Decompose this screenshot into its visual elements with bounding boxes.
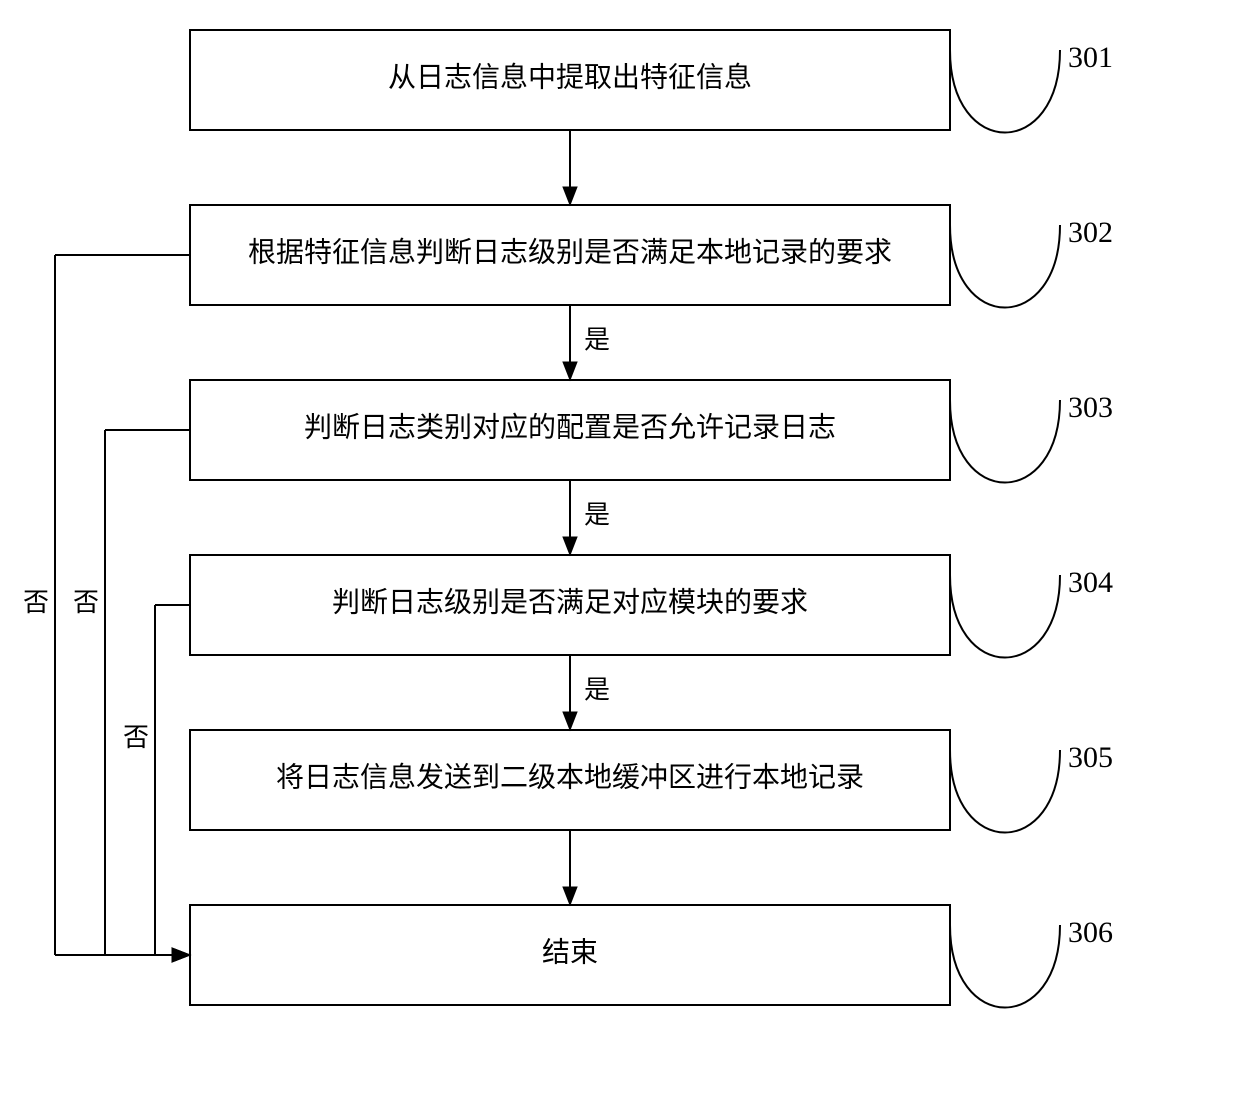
step-number-303: 303	[1068, 391, 1113, 424]
arrow-head-icon	[563, 187, 577, 205]
step-label-305: 将日志信息发送到二级本地缓冲区进行本地记录	[276, 761, 864, 793]
edge-label-yes-2: 是	[584, 500, 610, 529]
step-callout-303	[950, 400, 1060, 483]
flowchart: 从日志信息中提取出特征信息 301 根据特征信息判断日志级别是否满足本地记录的要求 3…	[0, 0, 1240, 1115]
step-number-304: 304	[1068, 566, 1113, 599]
edge-label-yes-3: 是	[584, 675, 610, 704]
step-number-301: 301	[1068, 41, 1113, 74]
step-callout-305	[950, 750, 1060, 833]
step-callout-306	[950, 925, 1060, 1008]
arrow-head-icon	[563, 712, 577, 730]
edge-label-no-1: 否	[73, 588, 99, 617]
step-number-306: 306	[1068, 916, 1113, 949]
step-label-302: 根据特征信息判断日志级别是否满足本地记录的要求	[248, 236, 892, 268]
arrow-head-icon	[563, 887, 577, 905]
step-label-306: 结束	[542, 936, 598, 968]
edge-label-no-0: 否	[23, 588, 49, 617]
step-label-304: 判断日志级别是否满足对应模块的要求	[332, 586, 808, 618]
edge-label-yes-1: 是	[584, 325, 610, 354]
arrow-head-icon	[172, 948, 190, 962]
step-callout-304	[950, 575, 1060, 658]
arrow-head-icon	[563, 537, 577, 555]
edge-label-no-2: 否	[123, 723, 149, 752]
arrow-head-icon	[563, 362, 577, 380]
step-callout-302	[950, 225, 1060, 308]
step-label-303: 判断日志类别对应的配置是否允许记录日志	[304, 411, 836, 443]
step-number-305: 305	[1068, 741, 1113, 774]
step-label-301: 从日志信息中提取出特征信息	[388, 61, 752, 93]
step-callout-301	[950, 50, 1060, 133]
step-number-302: 302	[1068, 216, 1113, 249]
